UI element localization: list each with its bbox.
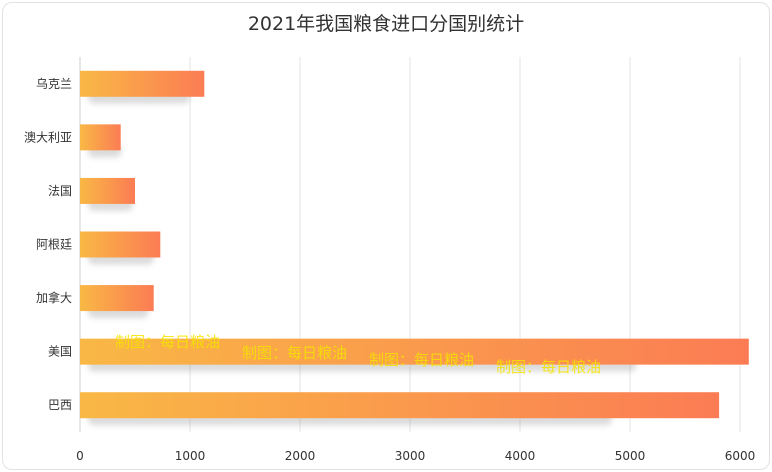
y-tick-label: 美国 (48, 345, 72, 359)
watermark-text: 制图：每日粮油 (369, 351, 474, 369)
bar-加拿大 (80, 285, 154, 312)
watermark-text: 制图：每日粮油 (242, 344, 347, 362)
bar-巴西 (80, 392, 720, 419)
y-tick-label: 乌克兰 (36, 76, 72, 91)
watermark-text: 制图：每日粮油 (115, 333, 220, 351)
y-tick-label: 巴西 (48, 398, 72, 412)
y-tick-label: 加拿大 (36, 290, 72, 305)
bars (80, 70, 749, 426)
bar-美国 (80, 338, 749, 365)
bar-法国 (80, 177, 135, 204)
y-tick-label: 阿根廷 (36, 238, 72, 252)
x-tick-label: 4000 (505, 449, 536, 463)
y-tick-label: 澳大利亚 (24, 130, 72, 144)
x-tick-label: 3000 (395, 449, 426, 463)
grid-lines (79, 57, 741, 432)
x-tick-label: 2000 (285, 449, 316, 463)
watermark-text: 制图：每日粮油 (496, 358, 601, 376)
bar-澳大利亚 (80, 124, 121, 151)
x-tick-label: 6000 (725, 449, 756, 463)
x-tick-label: 0 (76, 449, 84, 463)
y-tick-label: 法国 (48, 184, 72, 198)
x-tick-label: 5000 (615, 449, 646, 463)
x-tick-label: 1000 (175, 449, 206, 463)
chart-title: 2021年我国粮食进口分国别统计 (248, 13, 524, 35)
bar-乌克兰 (80, 70, 205, 97)
x-axis-labels: 0 1000 2000 3000 4000 5000 6000 (76, 449, 755, 463)
bar-阿根廷 (80, 231, 161, 258)
